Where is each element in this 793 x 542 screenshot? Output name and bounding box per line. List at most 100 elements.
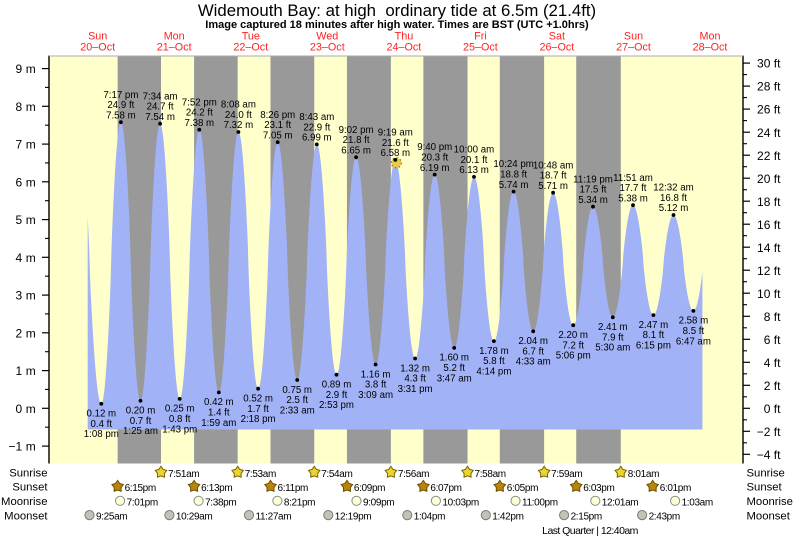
svg-text:Widemouth Bay: at high ordina: Widemouth Bay: at high ordinary tide at …	[198, 1, 596, 20]
svg-text:10: 10	[757, 287, 771, 301]
svg-text:1:03am: 1:03am	[682, 497, 713, 508]
svg-text:Moonrise: Moonrise	[1, 496, 47, 508]
svg-text:Thu: Thu	[395, 31, 414, 43]
svg-text:4.3 ft: 4.3 ft	[404, 374, 426, 385]
svg-text:7:17 pm: 7:17 pm	[103, 90, 138, 101]
svg-text:1:59 am: 1:59 am	[201, 418, 236, 429]
svg-text:6:05pm: 6:05pm	[507, 483, 538, 494]
svg-text:16: 16	[757, 218, 771, 232]
svg-text:ft: ft	[774, 80, 781, 94]
svg-text:6: 6	[764, 333, 771, 347]
svg-text:6.7 ft: 6.7 ft	[522, 346, 544, 357]
svg-text:12:19pm: 12:19pm	[335, 512, 371, 523]
svg-text:2.20 m: 2.20 m	[558, 330, 588, 341]
svg-text:23.1 ft: 23.1 ft	[264, 120, 291, 131]
svg-text:2:43pm: 2:43pm	[649, 512, 680, 523]
svg-text:26–Oct: 26–Oct	[539, 42, 574, 54]
svg-text:20: 20	[757, 172, 771, 186]
svg-text:Sunrise: Sunrise	[747, 468, 785, 480]
svg-text:8:43 am: 8:43 am	[299, 112, 334, 123]
svg-text:0.4 ft: 0.4 ft	[91, 419, 113, 430]
svg-text:7.2 ft: 7.2 ft	[562, 340, 584, 351]
svg-text:ft: ft	[774, 333, 781, 347]
svg-text:11:27am: 11:27am	[256, 512, 292, 523]
svg-text:3:09 am: 3:09 am	[358, 390, 393, 401]
svg-text:−4: −4	[757, 448, 771, 462]
svg-text:1.60 m: 1.60 m	[439, 353, 469, 364]
svg-text:ft: ft	[774, 149, 781, 163]
svg-text:7:56am: 7:56am	[398, 469, 429, 480]
svg-text:27–Oct: 27–Oct	[616, 42, 651, 54]
svg-text:0.8 ft: 0.8 ft	[169, 414, 191, 425]
svg-text:ft: ft	[774, 126, 781, 140]
svg-text:m: m	[26, 213, 36, 227]
svg-text:2.5 ft: 2.5 ft	[286, 395, 308, 406]
svg-text:m: m	[26, 138, 36, 152]
svg-text:9:09pm: 9:09pm	[363, 497, 394, 508]
svg-text:10:29am: 10:29am	[176, 512, 212, 523]
svg-text:18.8 ft: 18.8 ft	[500, 170, 527, 181]
svg-text:9: 9	[16, 62, 23, 76]
svg-text:0: 0	[764, 402, 771, 416]
svg-text:4: 4	[16, 251, 23, 265]
svg-text:9:25am: 9:25am	[96, 512, 127, 523]
svg-text:Last Quarter | 12:40am: Last Quarter | 12:40am	[542, 525, 638, 537]
svg-text:2: 2	[16, 326, 23, 340]
svg-text:7.58 m: 7.58 m	[106, 110, 136, 121]
svg-text:0.12 m: 0.12 m	[86, 409, 116, 420]
svg-text:0.89 m: 0.89 m	[322, 380, 352, 391]
svg-text:18.7 ft: 18.7 ft	[540, 171, 567, 182]
svg-text:8: 8	[764, 310, 771, 324]
svg-text:22.9 ft: 22.9 ft	[303, 122, 330, 133]
svg-text:24.9 ft: 24.9 ft	[107, 100, 134, 111]
svg-text:8: 8	[16, 100, 23, 114]
svg-text:22: 22	[757, 149, 771, 163]
svg-text:9:02 pm: 9:02 pm	[339, 125, 374, 136]
svg-text:2.47 m: 2.47 m	[639, 320, 669, 331]
svg-text:ft: ft	[774, 425, 781, 439]
svg-text:Sun: Sun	[624, 31, 643, 43]
svg-text:11:19 pm: 11:19 pm	[573, 174, 613, 185]
svg-text:ft: ft	[774, 356, 781, 370]
svg-text:ft: ft	[774, 402, 781, 416]
svg-text:0.52 m: 0.52 m	[243, 394, 273, 405]
svg-text:5.71 m: 5.71 m	[538, 181, 568, 192]
svg-text:20–Oct: 20–Oct	[80, 42, 115, 54]
svg-text:1.7 ft: 1.7 ft	[247, 404, 269, 415]
svg-text:0.25 m: 0.25 m	[165, 404, 195, 415]
svg-text:6:09pm: 6:09pm	[354, 483, 385, 494]
svg-text:2: 2	[764, 379, 771, 393]
svg-text:ft: ft	[774, 241, 781, 255]
svg-text:20.1 ft: 20.1 ft	[461, 155, 488, 166]
svg-text:Moonset: Moonset	[4, 510, 48, 522]
svg-text:5.2 ft: 5.2 ft	[443, 363, 465, 374]
svg-text:Wed: Wed	[316, 31, 338, 43]
svg-text:17.7 ft: 17.7 ft	[620, 183, 647, 194]
svg-text:8:26 pm: 8:26 pm	[260, 110, 295, 121]
svg-text:6:03pm: 6:03pm	[583, 483, 614, 494]
svg-text:1.16 m: 1.16 m	[361, 369, 391, 380]
svg-text:10:48 am: 10:48 am	[533, 160, 573, 171]
svg-text:7: 7	[16, 138, 23, 152]
svg-text:8:08 am: 8:08 am	[221, 100, 256, 111]
svg-text:Moonset: Moonset	[747, 510, 791, 522]
svg-text:Mon: Mon	[699, 31, 720, 43]
svg-text:1:42pm: 1:42pm	[492, 512, 523, 523]
svg-text:ft: ft	[774, 172, 781, 186]
svg-text:Sunrise: Sunrise	[9, 468, 47, 480]
svg-text:0: 0	[16, 402, 23, 416]
svg-text:28: 28	[757, 80, 771, 94]
svg-text:9:40 pm: 9:40 pm	[417, 142, 452, 153]
svg-text:28–Oct: 28–Oct	[693, 42, 728, 54]
svg-text:7:53am: 7:53am	[245, 469, 276, 480]
svg-text:10:24 pm: 10:24 pm	[493, 159, 533, 170]
svg-text:18: 18	[757, 195, 771, 209]
svg-text:0.75 m: 0.75 m	[282, 385, 312, 396]
svg-text:m: m	[26, 289, 36, 303]
svg-text:4:14 pm: 4:14 pm	[476, 367, 511, 378]
svg-text:m: m	[26, 175, 36, 189]
svg-text:12: 12	[757, 264, 771, 278]
svg-text:3.8 ft: 3.8 ft	[365, 380, 387, 391]
svg-text:25–Oct: 25–Oct	[463, 42, 498, 54]
svg-text:ft: ft	[774, 287, 781, 301]
